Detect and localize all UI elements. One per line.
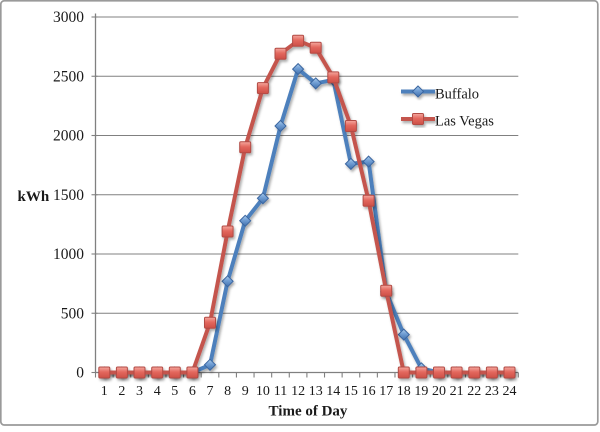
svg-text:21: 21 [450, 384, 464, 399]
svg-text:5: 5 [171, 384, 178, 399]
svg-text:Buffalo: Buffalo [435, 87, 479, 103]
svg-text:7: 7 [207, 384, 214, 399]
svg-text:1500: 1500 [53, 187, 84, 204]
svg-text:4: 4 [154, 384, 161, 399]
svg-text:9: 9 [242, 384, 249, 399]
svg-text:16: 16 [362, 384, 376, 399]
svg-text:2500: 2500 [53, 69, 84, 86]
svg-text:2000: 2000 [53, 128, 84, 145]
svg-text:12: 12 [291, 384, 305, 399]
svg-text:10: 10 [256, 384, 270, 399]
svg-text:13: 13 [309, 384, 323, 399]
svg-text:3000: 3000 [53, 9, 84, 26]
svg-text:14: 14 [326, 384, 340, 399]
svg-text:15: 15 [344, 384, 358, 399]
svg-text:1: 1 [101, 384, 108, 399]
svg-text:19: 19 [414, 384, 428, 399]
svg-text:18: 18 [397, 384, 411, 399]
svg-text:500: 500 [61, 305, 85, 322]
svg-text:6: 6 [189, 384, 196, 399]
svg-text:2: 2 [118, 384, 125, 399]
svg-text:20: 20 [432, 384, 446, 399]
svg-text:3: 3 [136, 384, 143, 399]
svg-text:1000: 1000 [53, 246, 84, 263]
svg-text:8: 8 [224, 384, 231, 399]
svg-text:0: 0 [76, 365, 84, 382]
svg-text:Time of Day: Time of Day [269, 403, 348, 419]
svg-text:kWh: kWh [18, 189, 50, 205]
svg-text:Las Vegas: Las Vegas [435, 114, 494, 130]
svg-text:23: 23 [485, 384, 499, 399]
svg-text:11: 11 [274, 384, 287, 399]
svg-text:24: 24 [503, 384, 517, 399]
svg-text:17: 17 [379, 384, 393, 399]
svg-text:22: 22 [467, 384, 481, 399]
